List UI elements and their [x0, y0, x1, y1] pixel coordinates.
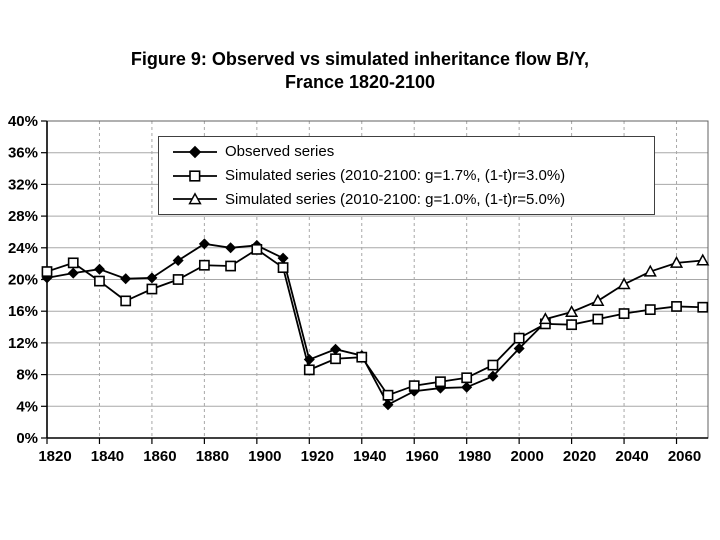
- triangle-marker: [696, 253, 710, 266]
- y-tick-label: 4%: [16, 398, 38, 415]
- x-tick-label: 2040: [615, 448, 648, 465]
- x-tick-label: 1860: [143, 448, 176, 465]
- y-tick-label: 8%: [16, 367, 38, 384]
- square-marker: [303, 364, 315, 376]
- square-marker: [461, 372, 473, 384]
- x-tick-label: 1840: [91, 448, 124, 465]
- x-tick-label: 1820: [38, 448, 71, 465]
- square-marker: [67, 257, 79, 269]
- triangle-marker-icon: [173, 192, 217, 205]
- diamond-marker: [146, 272, 158, 284]
- diamond-marker: [198, 238, 210, 250]
- square-marker: [513, 332, 525, 344]
- square-marker: [277, 262, 289, 274]
- square-marker: [566, 319, 578, 331]
- x-tick-label: 1880: [196, 448, 229, 465]
- diamond-marker-icon: [173, 145, 217, 159]
- series-line-square: [46, 248, 703, 397]
- square-marker: [487, 359, 499, 371]
- x-tick-label: 1980: [458, 448, 491, 465]
- y-tick-label: 20%: [8, 272, 38, 289]
- triangle-marker: [643, 264, 657, 277]
- diamond-marker: [277, 252, 289, 264]
- y-tick-label: 24%: [8, 240, 38, 257]
- x-tick-label: 1920: [301, 448, 334, 465]
- x-tick-label: 2000: [510, 448, 543, 465]
- chart-legend: Observed series Simulated series (2010-2…: [158, 136, 655, 215]
- square-marker: [251, 243, 263, 255]
- y-tick-label: 40%: [8, 113, 38, 130]
- diamond-marker: [382, 399, 394, 411]
- triangle-marker: [617, 277, 631, 290]
- square-marker-icon: [173, 169, 217, 182]
- x-tick-label: 1960: [406, 448, 439, 465]
- square-marker: [225, 260, 237, 272]
- triangle-marker: [591, 293, 605, 306]
- square-marker: [198, 259, 210, 271]
- square-marker: [697, 301, 709, 313]
- square-marker: [172, 274, 184, 285]
- diamond-marker: [461, 381, 473, 393]
- square-marker: [94, 275, 105, 287]
- square-marker: [644, 304, 656, 316]
- diamond-marker: [225, 242, 237, 254]
- square-marker: [120, 295, 132, 307]
- chart-title: Figure 9: Observed vs simulated inherita…: [0, 48, 720, 94]
- square-marker: [671, 301, 682, 312]
- square-marker: [330, 353, 341, 365]
- legend-label-observed: Observed series: [225, 143, 335, 161]
- x-tick-label: 1900: [248, 448, 281, 465]
- square-marker: [592, 313, 604, 325]
- square-marker: [41, 266, 53, 277]
- square-marker: [382, 389, 394, 401]
- legend-item-simulated-2: Simulated series (2010-2100: g=1.0%, (1-…: [172, 187, 650, 211]
- legend-item-observed: Observed series: [172, 140, 650, 164]
- triangle-marker: [538, 312, 552, 325]
- square-marker: [356, 351, 368, 363]
- triangle-marker: [565, 305, 579, 318]
- y-tick-label: 36%: [8, 145, 38, 162]
- y-tick-label: 12%: [8, 335, 38, 352]
- diamond-marker: [67, 267, 79, 279]
- diamond-marker: [120, 273, 132, 285]
- y-tick-label: 16%: [8, 303, 38, 320]
- y-tick-label: 32%: [8, 176, 38, 193]
- legend-label-simulated-2: Simulated series (2010-2100: g=1.0%, (1-…: [225, 190, 566, 208]
- x-tick-label: 1940: [353, 448, 386, 465]
- diamond-marker: [487, 370, 499, 382]
- x-tick-label: 2060: [668, 448, 701, 465]
- x-tick-label: 2020: [563, 448, 596, 465]
- square-marker: [408, 380, 420, 392]
- chart-title-line1: Figure 9: Observed vs simulated inherita…: [130, 49, 590, 69]
- y-tick-label: 28%: [8, 208, 38, 225]
- diamond-marker: [330, 343, 342, 355]
- triangle-marker: [669, 255, 684, 268]
- square-marker: [435, 376, 446, 388]
- diamond-marker: [172, 254, 184, 266]
- diamond-marker: [513, 342, 525, 354]
- square-marker: [618, 308, 630, 319]
- chart-title-line2: France 1820-2100: [284, 72, 436, 92]
- square-marker: [146, 283, 158, 295]
- diamond-marker: [93, 263, 105, 275]
- legend-item-simulated-1: Simulated series (2010-2100: g=1.7%, (1-…: [172, 164, 650, 188]
- y-tick-label: 0%: [16, 430, 38, 447]
- legend-label-simulated-1: Simulated series (2010-2100: g=1.7%, (1-…: [225, 167, 566, 184]
